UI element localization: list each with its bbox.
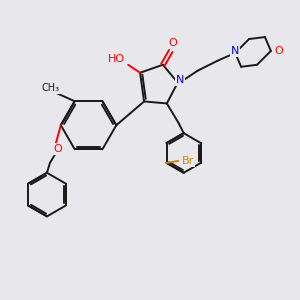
Text: N: N: [176, 75, 184, 85]
Text: CH₃: CH₃: [42, 83, 60, 93]
Text: N: N: [231, 46, 239, 56]
Text: O: O: [274, 46, 283, 56]
Text: HO: HO: [108, 54, 125, 64]
Text: O: O: [53, 144, 62, 154]
Text: Br: Br: [182, 156, 194, 166]
Text: O: O: [168, 38, 177, 48]
